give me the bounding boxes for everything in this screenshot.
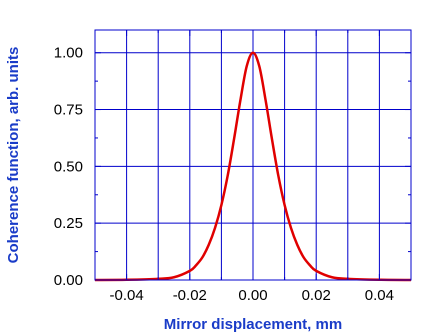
y-tick-label: 1.00 — [54, 45, 83, 62]
y-tick-label: 0.00 — [54, 272, 83, 289]
ticks — [94, 30, 412, 281]
y-tick-labels: 0.00 0.25 0.50 0.75 1.00 — [54, 45, 83, 289]
x-tick-label: 0.02 — [302, 287, 331, 304]
x-tick-labels: -0.04 -0.02 0.00 0.02 0.04 — [109, 287, 394, 304]
x-axis-title: Mirror displacement, mm — [164, 316, 342, 333]
series-layer — [94, 51, 412, 282]
x-tick-label: -0.02 — [173, 287, 207, 304]
x-tick-label: 0.04 — [365, 287, 394, 304]
x-tick-label: 0.00 — [238, 287, 267, 304]
y-tick-label: 0.25 — [54, 215, 83, 232]
y-tick-label: 0.50 — [54, 158, 83, 175]
y-axis-title: Coherence function, arb. units — [5, 47, 22, 264]
series-line — [94, 51, 412, 282]
x-tick-label: -0.04 — [109, 287, 143, 304]
y-tick-label: 0.75 — [54, 102, 83, 119]
